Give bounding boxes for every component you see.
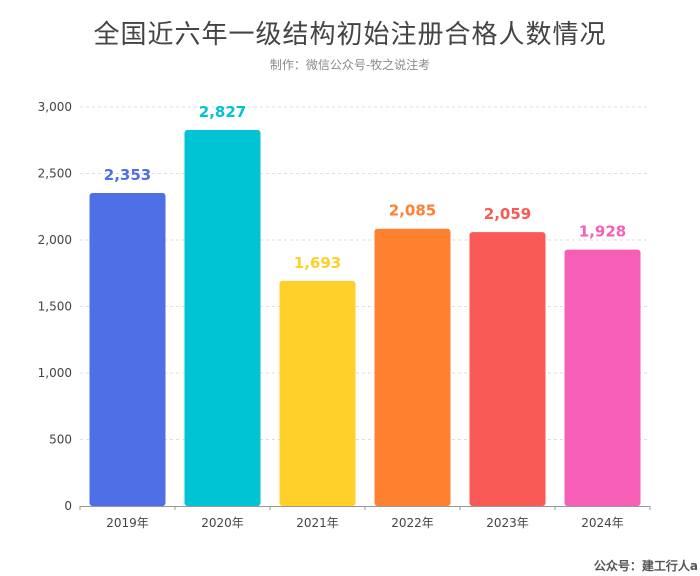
- bar: [279, 280, 356, 506]
- x-tick-label: 2021年: [296, 516, 339, 530]
- bar: [469, 232, 546, 506]
- data-label: 1,693: [294, 254, 341, 272]
- data-label: 2,059: [484, 205, 531, 223]
- data-label: 2,085: [389, 202, 436, 220]
- bar: [89, 193, 166, 506]
- y-tick-label: 2,500: [38, 167, 72, 181]
- axes: 0 500 1,000 1,500 2,000 2,500 3,000 2019年 2020年 2…: [38, 100, 651, 530]
- x-tick-label: 2023年: [486, 516, 529, 530]
- x-tick-label: 2019年: [106, 516, 149, 530]
- chart-title: 全国近六年一级结构初始注册合格人数情况: [93, 20, 607, 50]
- bar: [564, 249, 641, 507]
- y-tick-label: 500: [49, 433, 72, 447]
- y-tick-label: 1,500: [38, 300, 72, 314]
- x-tick-label: 2022年: [391, 516, 434, 530]
- data-label: 2,353: [104, 166, 151, 184]
- y-tick-label: 2,000: [38, 233, 72, 247]
- watermark: 公众号：建工行人a: [593, 559, 698, 573]
- bar: [374, 228, 451, 506]
- y-tick-label: 0: [64, 499, 72, 513]
- x-tick-label: 2020年: [201, 516, 244, 530]
- x-tick-label: 2024年: [581, 516, 624, 530]
- chart-subtitle: 制作：微信公众号-牧之说注考: [269, 58, 431, 72]
- data-labels: 2,353 2,827 1,693 2,085 2,059 1,928: [104, 103, 626, 272]
- bar: [184, 130, 261, 506]
- grid-lines: [80, 106, 650, 440]
- data-label: 1,928: [579, 223, 626, 241]
- bars: [89, 130, 641, 507]
- y-tick-label: 3,000: [38, 100, 72, 114]
- y-tick-label: 1,000: [38, 366, 72, 380]
- data-label: 2,827: [199, 103, 246, 121]
